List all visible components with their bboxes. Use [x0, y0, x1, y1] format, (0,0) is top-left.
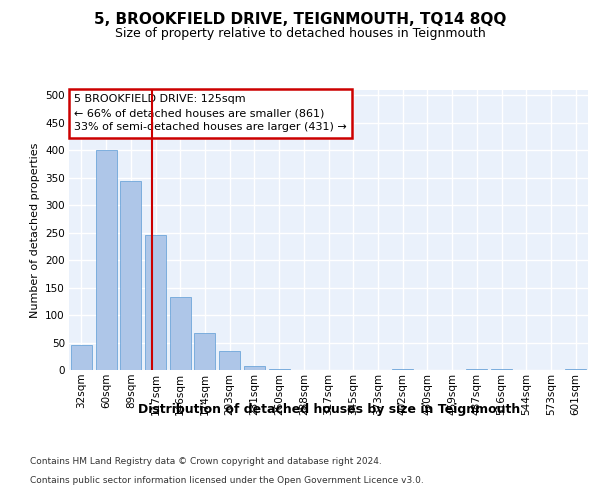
Bar: [491, 369, 512, 370]
Bar: [194, 332, 215, 370]
Bar: [95, 150, 116, 370]
Bar: [392, 369, 413, 370]
Text: Distribution of detached houses by size in Teignmouth: Distribution of detached houses by size …: [137, 402, 520, 415]
Text: 5 BROOKFIELD DRIVE: 125sqm
← 66% of detached houses are smaller (861)
33% of sem: 5 BROOKFIELD DRIVE: 125sqm ← 66% of deta…: [74, 94, 347, 132]
Bar: [244, 366, 265, 370]
Bar: [120, 181, 141, 370]
Text: Size of property relative to detached houses in Teignmouth: Size of property relative to detached ho…: [115, 28, 485, 40]
Bar: [170, 297, 191, 370]
Bar: [219, 351, 240, 370]
Text: Contains HM Land Registry data © Crown copyright and database right 2024.: Contains HM Land Registry data © Crown c…: [30, 458, 382, 466]
Bar: [71, 344, 92, 370]
Bar: [145, 235, 166, 370]
Bar: [466, 369, 487, 370]
Text: 5, BROOKFIELD DRIVE, TEIGNMOUTH, TQ14 8QQ: 5, BROOKFIELD DRIVE, TEIGNMOUTH, TQ14 8Q…: [94, 12, 506, 28]
Text: Contains public sector information licensed under the Open Government Licence v3: Contains public sector information licen…: [30, 476, 424, 485]
Y-axis label: Number of detached properties: Number of detached properties: [29, 142, 40, 318]
Bar: [565, 369, 586, 370]
Bar: [269, 369, 290, 370]
